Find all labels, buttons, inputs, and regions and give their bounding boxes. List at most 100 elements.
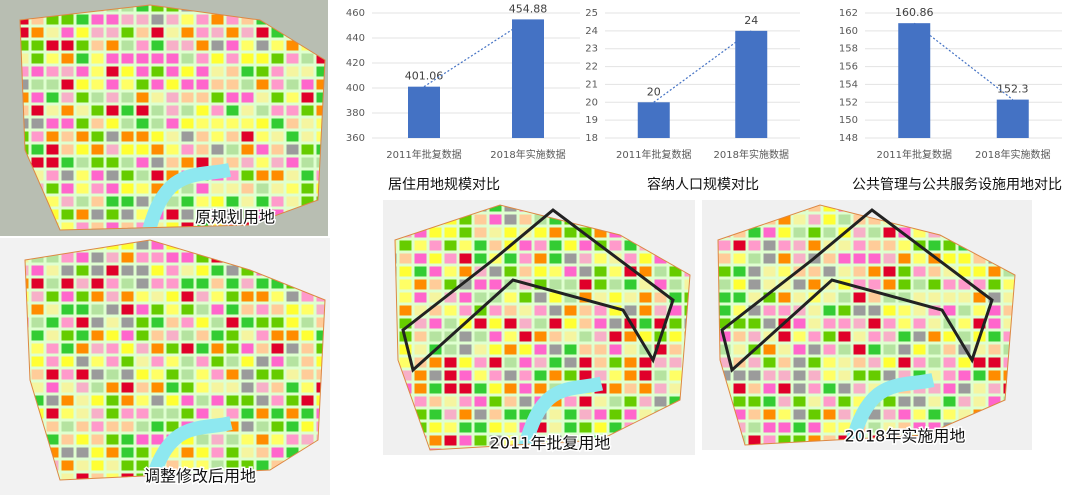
map-block	[1003, 318, 1015, 329]
map-block	[226, 265, 239, 276]
map-block	[106, 196, 119, 207]
x-tick-label: 2011年批复数据	[877, 148, 952, 161]
map-block	[226, 144, 239, 155]
map-block	[166, 66, 179, 77]
map-block	[564, 435, 577, 446]
map-block	[316, 369, 325, 380]
map-block	[748, 396, 761, 407]
map-block	[853, 370, 866, 381]
map-block	[808, 214, 821, 225]
map-block	[654, 305, 667, 316]
map-block	[549, 435, 562, 446]
map-block	[853, 240, 866, 251]
map-block	[271, 330, 284, 341]
map-block	[838, 331, 851, 342]
map-block	[181, 209, 194, 220]
map-block	[823, 422, 836, 433]
map-block	[883, 227, 896, 238]
map-block	[669, 370, 682, 381]
map-block	[609, 305, 622, 316]
map-block	[106, 317, 119, 328]
map-block	[76, 408, 89, 419]
map-block	[564, 279, 577, 290]
map-block	[136, 304, 149, 315]
map-block	[61, 356, 74, 367]
map-block	[733, 370, 746, 381]
map-block	[61, 434, 74, 445]
map-block	[271, 421, 284, 432]
map-block	[534, 253, 547, 264]
map-block	[151, 408, 164, 419]
map-block	[301, 170, 314, 181]
map-block	[76, 343, 89, 354]
map-block	[136, 209, 149, 220]
map-block	[121, 434, 134, 445]
map-block	[793, 214, 806, 225]
map-block	[271, 131, 284, 142]
map-block	[594, 318, 607, 329]
map-block	[808, 318, 821, 329]
map-block	[136, 66, 149, 77]
map-block	[271, 447, 284, 458]
map-block	[519, 305, 532, 316]
map-block	[151, 265, 164, 276]
map-block	[61, 395, 74, 406]
map-block	[106, 222, 119, 230]
map-block	[316, 304, 325, 315]
map-block	[489, 370, 502, 381]
map-block	[654, 266, 667, 277]
map-block	[504, 318, 517, 329]
map-block	[459, 370, 472, 381]
map-block	[256, 369, 269, 380]
y-tick-label: 156	[839, 62, 858, 73]
map-block	[121, 369, 134, 380]
map-block	[459, 279, 472, 290]
y-tick-label: 162	[839, 8, 858, 19]
map-block	[868, 279, 881, 290]
map-block	[211, 408, 224, 419]
map-boundary	[394, 204, 691, 451]
map-block	[868, 292, 881, 303]
map-block	[256, 421, 269, 432]
map-block	[414, 227, 427, 238]
map-block	[913, 396, 926, 407]
map-block	[838, 318, 851, 329]
map-block	[271, 196, 284, 207]
map-block	[166, 317, 179, 328]
map-block	[286, 317, 299, 328]
map-block	[211, 196, 224, 207]
map-block	[151, 240, 164, 250]
map-block	[91, 92, 104, 103]
map-block	[624, 253, 637, 264]
bar	[637, 102, 670, 138]
map-block	[91, 40, 104, 51]
map-block	[549, 370, 562, 381]
map-block	[763, 422, 776, 433]
map-block	[31, 53, 44, 64]
map-block	[534, 279, 547, 290]
map-block	[838, 357, 851, 368]
map-block	[808, 370, 821, 381]
map-block	[31, 369, 44, 380]
charts: 360 380 400 420 440 460 401.06 2011年批复数据 454.88 2…	[346, 2, 1062, 193]
map-block	[226, 66, 239, 77]
map-block	[808, 266, 821, 277]
map-block	[301, 330, 314, 341]
map-label: 2018年实施用地	[845, 427, 966, 446]
map-block	[106, 460, 119, 471]
y-tick-label: 460	[346, 8, 365, 19]
map-block	[286, 395, 299, 406]
map-block	[76, 79, 89, 90]
map-block	[241, 460, 254, 471]
map-block	[654, 344, 667, 355]
map-block	[778, 409, 791, 420]
map-block	[91, 170, 104, 181]
map-block	[489, 266, 502, 277]
y-tick-label: 158	[839, 44, 858, 55]
map-block	[459, 396, 472, 407]
map-block	[913, 292, 926, 303]
map	[0, 238, 330, 495]
map-block	[898, 357, 911, 368]
map-block	[564, 318, 577, 329]
map-block	[286, 382, 299, 393]
